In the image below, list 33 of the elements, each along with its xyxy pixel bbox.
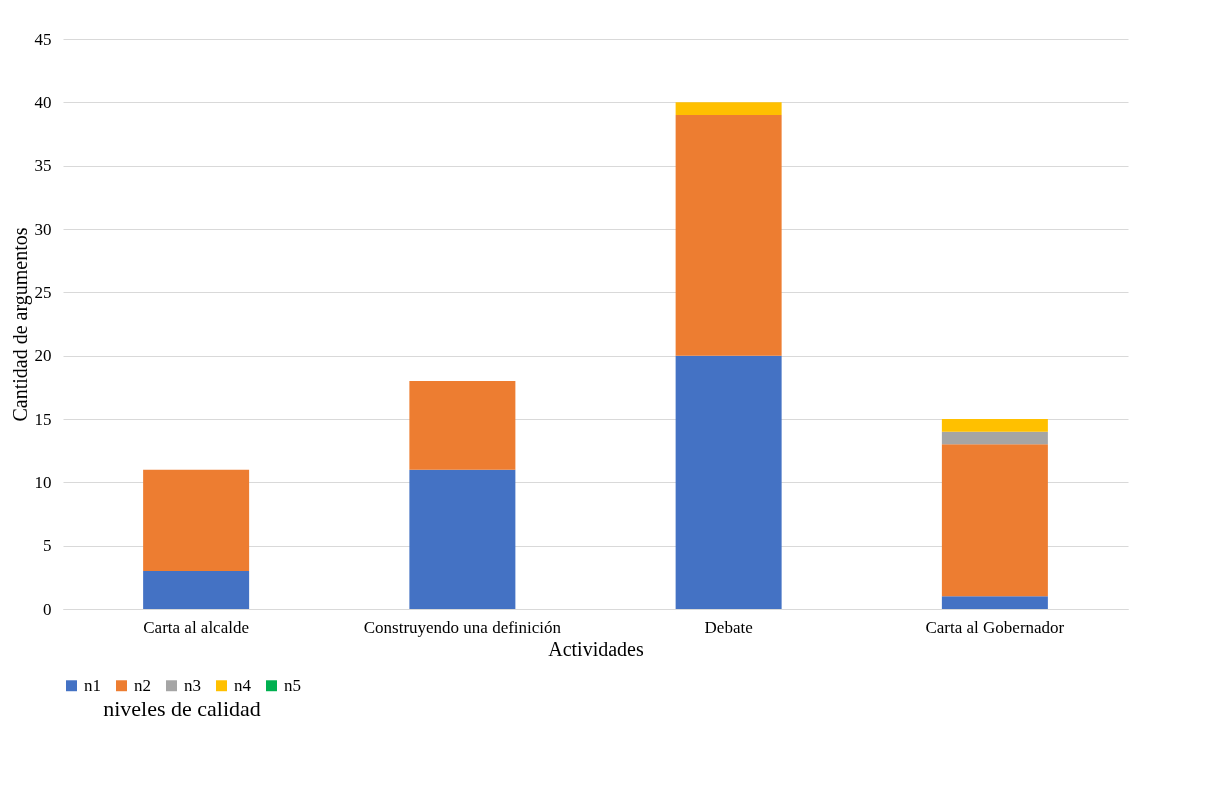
y-axis-title: Cantidad de argumentos (8, 227, 32, 422)
bar (143, 469, 250, 571)
y-tick-label: 30 (34, 219, 52, 239)
bar (941, 596, 1048, 609)
bar (409, 469, 516, 609)
x-tick-label: Debate (704, 617, 753, 637)
y-tick-label: 0 (43, 599, 52, 619)
y-tick-label: 45 (34, 29, 52, 49)
y-tick-label: 25 (34, 282, 52, 302)
bar (941, 444, 1048, 597)
y-tick-label: 5 (43, 536, 52, 556)
x-tick-label: Construyendo una definición (363, 617, 562, 637)
legend-label: n4 (234, 675, 252, 695)
bar (675, 115, 782, 356)
bar (941, 431, 1048, 445)
legend-label: n1 (84, 675, 101, 695)
legend-label: n2 (134, 675, 151, 695)
bar (941, 419, 1048, 432)
y-tick-label: 15 (34, 409, 52, 429)
y-tick-label: 40 (34, 92, 52, 112)
x-axis-title: Actividades (548, 637, 644, 660)
x-tick-label: Carta al alcalde (143, 617, 249, 637)
bar (675, 355, 782, 609)
legend-title: niveles de calidad (103, 696, 261, 721)
bar (409, 381, 516, 470)
bar (675, 102, 782, 115)
bar (143, 571, 250, 609)
y-tick-label: 10 (34, 472, 52, 492)
legend-label: n5 (284, 675, 301, 695)
legend-label: n3 (184, 675, 201, 695)
y-tick-label: 20 (34, 346, 52, 366)
x-tick-label: Carta al Gobernador (925, 617, 1065, 637)
y-tick-label: 35 (34, 156, 52, 176)
